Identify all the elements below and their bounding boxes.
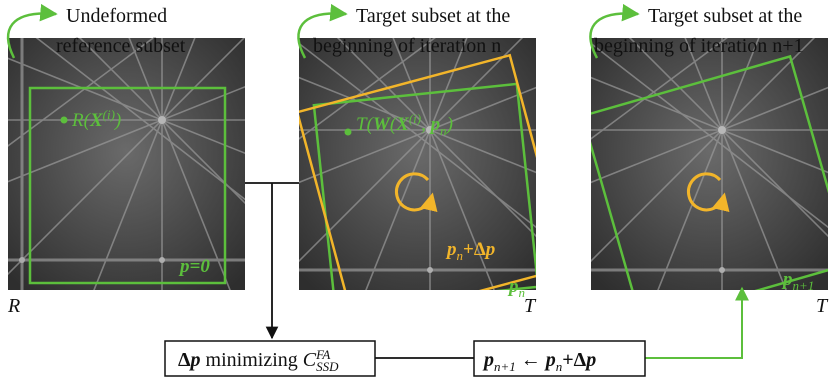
math-run: n+1	[494, 359, 516, 374]
math-run: )	[446, 114, 453, 135]
math-run: p	[482, 349, 494, 371]
math-run: p	[484, 239, 496, 260]
point-label: T(W(X(i), pn)	[356, 111, 453, 138]
math-run: R(	[71, 110, 92, 131]
point	[61, 117, 68, 124]
caption: Target subset at the	[648, 5, 802, 27]
math-run: ←	[516, 349, 546, 371]
caption: Target subset at the	[356, 5, 510, 27]
math-run: p	[189, 349, 201, 371]
math-run: (i)	[409, 111, 421, 126]
image-bg	[8, 38, 245, 290]
point	[345, 129, 352, 136]
math-run: Δ	[178, 349, 191, 371]
math-run: SSD	[316, 359, 339, 374]
math-run: ,	[421, 114, 431, 135]
math-run: +Δ	[463, 239, 486, 260]
math-run: p	[507, 276, 519, 297]
math-run: )	[114, 110, 121, 131]
caption: Undeformed	[66, 5, 167, 27]
math-run: W	[373, 114, 391, 135]
diagram: Undeformed reference subset Target subse…	[0, 0, 832, 377]
math-run: T(	[356, 114, 375, 135]
math-run: +Δ	[562, 349, 586, 371]
math-run: p	[544, 349, 556, 371]
math-run: n+1	[793, 278, 815, 293]
math-run: (i)	[103, 107, 115, 122]
caption: beginning of iteration n+1	[594, 35, 804, 57]
caption: reference subset	[56, 35, 186, 57]
connector	[245, 183, 299, 338]
math-run: C	[303, 349, 317, 371]
math-run: p	[781, 269, 793, 290]
math-run: p	[584, 349, 596, 371]
math-run: p	[429, 114, 441, 135]
connector	[645, 288, 742, 358]
image-name: T	[816, 295, 829, 317]
parameter-label: p=0	[178, 256, 210, 277]
math-run: p=0	[178, 256, 210, 277]
math-run: n	[519, 285, 526, 300]
parameter-label: pn+Δp	[445, 239, 495, 263]
caption: beginning of iteration n	[313, 35, 501, 57]
image-name: R	[7, 295, 20, 317]
math-run: minimizing	[201, 349, 303, 371]
math-run: p	[445, 239, 457, 260]
image-bg	[591, 38, 828, 290]
image-name: T	[524, 295, 537, 317]
